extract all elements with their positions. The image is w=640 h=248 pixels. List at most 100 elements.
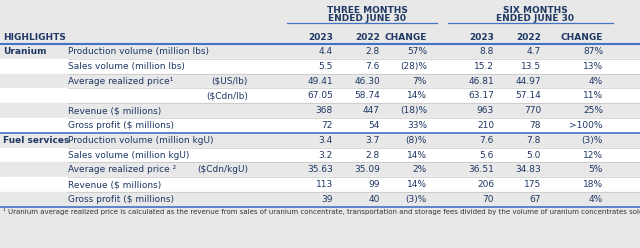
Text: Average realized price ²: Average realized price ² — [68, 165, 176, 174]
Bar — [0, 177, 640, 192]
Text: (28)%: (28)% — [400, 62, 427, 71]
Text: 7.8: 7.8 — [527, 136, 541, 145]
Text: HIGHLIGHTS: HIGHLIGHTS — [3, 32, 66, 41]
Text: 63.17: 63.17 — [468, 91, 494, 100]
Text: 70: 70 — [483, 195, 494, 204]
Text: 99: 99 — [369, 180, 380, 189]
Text: 34.83: 34.83 — [515, 165, 541, 174]
Text: Gross profit ($ millions): Gross profit ($ millions) — [68, 121, 174, 130]
Text: 7.6: 7.6 — [479, 136, 494, 145]
Text: THREE MONTHS: THREE MONTHS — [326, 6, 408, 15]
Text: Sales volume (million kgU): Sales volume (million kgU) — [68, 151, 189, 159]
Text: 14%: 14% — [407, 151, 427, 159]
Text: (18)%: (18)% — [400, 106, 427, 115]
Bar — [0, 88, 640, 103]
Bar — [0, 192, 640, 207]
Text: 4%: 4% — [589, 76, 603, 86]
Text: 2023: 2023 — [308, 32, 333, 41]
Text: ($Cdn/kgU): ($Cdn/kgU) — [197, 165, 248, 174]
Text: 7%: 7% — [413, 76, 427, 86]
Text: 15.2: 15.2 — [474, 62, 494, 71]
Text: 5%: 5% — [589, 165, 603, 174]
Text: 54: 54 — [369, 121, 380, 130]
Text: CHANGE: CHANGE — [561, 32, 603, 41]
Text: Sales volume (million lbs): Sales volume (million lbs) — [68, 62, 185, 71]
Bar — [0, 0, 640, 44]
Text: 14%: 14% — [407, 180, 427, 189]
Bar — [0, 59, 640, 74]
Text: 18%: 18% — [583, 180, 603, 189]
Text: >100%: >100% — [570, 121, 603, 130]
Text: SIX MONTHS: SIX MONTHS — [503, 6, 568, 15]
Text: 770: 770 — [524, 106, 541, 115]
Text: 3.7: 3.7 — [365, 136, 380, 145]
Text: 3.4: 3.4 — [319, 136, 333, 145]
Text: Uranium: Uranium — [3, 47, 47, 56]
Text: 11%: 11% — [583, 91, 603, 100]
Text: ($Cdn/lb): ($Cdn/lb) — [206, 91, 248, 100]
Text: 67.05: 67.05 — [307, 91, 333, 100]
Text: 5.0: 5.0 — [527, 151, 541, 159]
Text: ENDED JUNE 30: ENDED JUNE 30 — [328, 14, 406, 23]
Text: 57%: 57% — [407, 47, 427, 56]
Text: Production volume (million lbs): Production volume (million lbs) — [68, 47, 209, 56]
Text: 5.5: 5.5 — [319, 62, 333, 71]
Text: Fuel services: Fuel services — [3, 136, 69, 145]
Text: 2%: 2% — [413, 165, 427, 174]
Text: 14%: 14% — [407, 91, 427, 100]
Text: CHANGE: CHANGE — [385, 32, 427, 41]
Text: 46.30: 46.30 — [355, 76, 380, 86]
Text: 33%: 33% — [407, 121, 427, 130]
Bar — [0, 148, 640, 162]
Text: Production volume (million kgU): Production volume (million kgU) — [68, 136, 214, 145]
Text: 46.81: 46.81 — [468, 76, 494, 86]
Text: Average realized price¹: Average realized price¹ — [68, 76, 173, 86]
Text: 35.63: 35.63 — [307, 165, 333, 174]
Text: Revenue ($ millions): Revenue ($ millions) — [68, 106, 161, 115]
Text: (8)%: (8)% — [406, 136, 427, 145]
Text: 78: 78 — [529, 121, 541, 130]
Text: 8.8: 8.8 — [479, 47, 494, 56]
Text: 12%: 12% — [583, 151, 603, 159]
Text: 210: 210 — [477, 121, 494, 130]
Text: 206: 206 — [477, 180, 494, 189]
Text: 40: 40 — [369, 195, 380, 204]
Text: 368: 368 — [316, 106, 333, 115]
Text: Gross profit ($ millions): Gross profit ($ millions) — [68, 195, 174, 204]
Text: 13%: 13% — [583, 62, 603, 71]
Text: 2.8: 2.8 — [365, 47, 380, 56]
Text: Revenue ($ millions): Revenue ($ millions) — [68, 180, 161, 189]
Text: 447: 447 — [363, 106, 380, 115]
Bar — [0, 118, 640, 133]
Text: 175: 175 — [524, 180, 541, 189]
Text: (3)%: (3)% — [582, 136, 603, 145]
Text: 4%: 4% — [589, 195, 603, 204]
Text: 35.09: 35.09 — [354, 165, 380, 174]
Text: 7.6: 7.6 — [365, 62, 380, 71]
Text: 113: 113 — [316, 180, 333, 189]
Text: 57.14: 57.14 — [515, 91, 541, 100]
Text: 3.2: 3.2 — [319, 151, 333, 159]
Text: 25%: 25% — [583, 106, 603, 115]
Bar — [0, 103, 640, 118]
Text: 4.7: 4.7 — [527, 47, 541, 56]
Text: 2.8: 2.8 — [365, 151, 380, 159]
Text: 39: 39 — [321, 195, 333, 204]
Text: 49.41: 49.41 — [307, 76, 333, 86]
Text: 58.74: 58.74 — [355, 91, 380, 100]
Text: 36.51: 36.51 — [468, 165, 494, 174]
Bar — [0, 74, 640, 88]
Text: 67: 67 — [529, 195, 541, 204]
Text: 44.97: 44.97 — [515, 76, 541, 86]
Text: 13.5: 13.5 — [521, 62, 541, 71]
Text: 4.4: 4.4 — [319, 47, 333, 56]
Bar — [0, 44, 640, 59]
Text: 963: 963 — [477, 106, 494, 115]
Text: ($US/lb): ($US/lb) — [212, 76, 248, 86]
Text: (3)%: (3)% — [406, 195, 427, 204]
Text: ENDED JUNE 30: ENDED JUNE 30 — [497, 14, 575, 23]
Text: 72: 72 — [322, 121, 333, 130]
Text: ¹ Uranium average realized price is calculated as the revenue from sales of uran: ¹ Uranium average realized price is calc… — [3, 208, 640, 215]
Text: 2022: 2022 — [355, 32, 380, 41]
Text: 87%: 87% — [583, 47, 603, 56]
